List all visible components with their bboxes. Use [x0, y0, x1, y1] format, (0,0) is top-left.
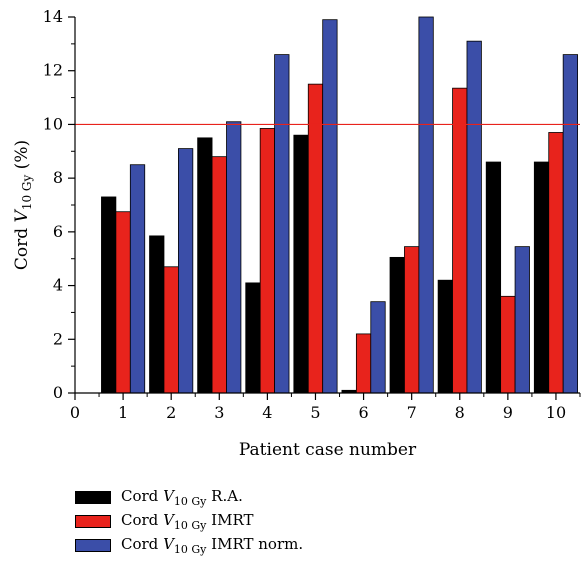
x-tick-label-9: 9: [503, 403, 513, 422]
bar-s2-case-2: [163, 266, 179, 394]
bar-s1-case-4: [245, 282, 261, 394]
legend-item-2: Cord V10 Gy IMRT: [75, 509, 555, 533]
y-tick-label-6: 6: [53, 222, 63, 241]
x-tick-label-4: 4: [262, 403, 272, 422]
x-tick-label-0: 0: [70, 403, 80, 422]
bar-s3-case-7: [418, 16, 434, 394]
bar-s3-case-9: [514, 246, 530, 394]
x-tick-label-2: 2: [166, 403, 176, 422]
bar-s2-case-4: [259, 128, 275, 394]
x-axis-title: Patient case number: [239, 440, 417, 460]
legend-label: Cord V10 Gy R.A.: [121, 486, 243, 508]
bar-s2-case-3: [211, 156, 227, 394]
bar-s1-case-10: [533, 161, 550, 394]
bar-s3-case-1: [129, 164, 146, 394]
legend-swatch: [75, 538, 111, 552]
bar-s2-case-6: [355, 333, 372, 394]
bar-s3-case-8: [466, 40, 482, 394]
x-tick-label-5: 5: [310, 403, 320, 422]
bar-s3-case-10: [562, 54, 578, 394]
bars-layer: [101, 16, 578, 394]
bar-s1-case-5: [293, 134, 309, 394]
legend-swatch: [75, 490, 111, 504]
bar-s3-case-2: [178, 148, 194, 394]
bar-s1-case-7: [389, 256, 405, 394]
y-tick-label-14: 14: [43, 7, 63, 26]
y-axis-title-suffix: (%): [12, 140, 32, 175]
y-tick-label-4: 4: [53, 276, 63, 295]
y-tick-label-10: 10: [43, 114, 63, 133]
bar-s2-case-1: [115, 211, 131, 394]
bar-s1-case-3: [197, 137, 213, 394]
legend-item-1: Cord V10 Gy R.A.: [75, 485, 555, 509]
bar-s2-case-10: [548, 132, 564, 394]
legend-item-3: Cord V10 Gy IMRT norm.: [75, 533, 555, 557]
bar-s2-case-9: [500, 295, 516, 394]
bar-s2-case-7: [404, 246, 420, 394]
y-tick-label-8: 8: [53, 168, 63, 187]
bar-s1-case-1: [101, 196, 117, 394]
y-axis-title-variable: V: [12, 208, 32, 222]
bar-s3-case-5: [322, 19, 338, 394]
bar-s3-case-3: [226, 121, 242, 394]
x-tick-label-8: 8: [455, 403, 465, 422]
x-tick-label-6: 6: [358, 403, 368, 422]
y-axis-title: Cord V10 Gy (%): [12, 140, 34, 270]
x-tick-label-1: 1: [118, 403, 128, 422]
y-axis-title-subscript: 10 Gy: [20, 175, 34, 211]
bar-s1-case-2: [149, 235, 165, 394]
bar-s1-case-9: [485, 161, 502, 394]
x-tick-label-10: 10: [546, 403, 566, 422]
legend-swatch: [75, 514, 111, 528]
bar-s2-case-8: [452, 87, 468, 394]
bar-s3-case-4: [274, 54, 290, 394]
y-tick-label-2: 2: [53, 329, 63, 348]
legend-label: Cord V10 Gy IMRT norm.: [121, 534, 304, 556]
x-tick-label-3: 3: [214, 403, 224, 422]
legend: Cord V10 Gy R.A. Cord V10 Gy IMRT Cord V10…: [75, 485, 555, 557]
x-tick-label-7: 7: [407, 403, 417, 422]
bar-s2-case-5: [307, 83, 324, 394]
y-tick-label-0: 0: [53, 383, 63, 402]
y-axis-title-prefix: Cord: [12, 222, 32, 270]
bar-s3-case-6: [370, 301, 386, 394]
legend-label: Cord V10 Gy IMRT: [121, 510, 254, 532]
y-tick-label-12: 12: [43, 61, 63, 80]
bar-s1-case-8: [437, 279, 453, 394]
